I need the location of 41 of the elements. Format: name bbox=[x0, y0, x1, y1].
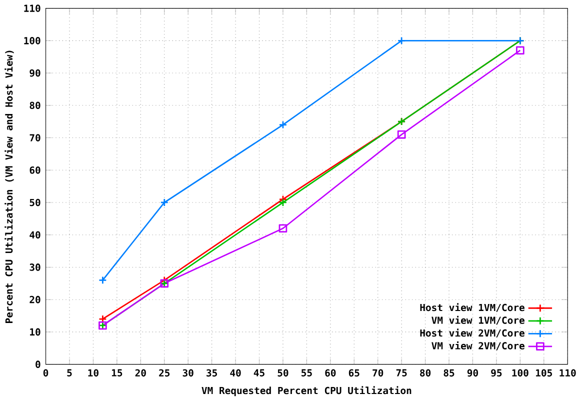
x-tick-label: 110 bbox=[560, 369, 576, 377]
y-tick-label: 30 bbox=[30, 264, 40, 272]
y-tick-label: 80 bbox=[30, 102, 40, 110]
y-tick-label: 70 bbox=[30, 134, 40, 142]
x-tick-label: 85 bbox=[444, 369, 454, 377]
x-tick-label: 10 bbox=[88, 369, 98, 377]
x-tick-label: 75 bbox=[396, 369, 407, 377]
legend-label: VM view 1VM/Core bbox=[432, 316, 524, 325]
x-tick-label: 20 bbox=[135, 369, 146, 377]
y-tick-label: 100 bbox=[24, 37, 40, 44]
x-axis-title: VM Requested Percent CPU Utilization bbox=[202, 386, 412, 396]
x-tick-label: 100 bbox=[512, 369, 528, 377]
x-tick-label: 25 bbox=[159, 369, 170, 377]
x-tick-label: 50 bbox=[278, 369, 288, 377]
x-tick-label: 35 bbox=[206, 369, 217, 377]
legend-label: Host view 2VM/Core bbox=[420, 328, 524, 338]
x-tick-label: 105 bbox=[536, 369, 552, 377]
y-tick-label: 110 bbox=[24, 4, 40, 12]
y-tick-label: 50 bbox=[30, 198, 40, 206]
x-tick-label: 60 bbox=[325, 369, 336, 377]
x-tick-label: 40 bbox=[230, 369, 241, 377]
x-tick-label: 30 bbox=[182, 369, 194, 377]
y-axis-title: Percent CPU Utilization (VM View and Host View) bbox=[4, 50, 14, 324]
x-tick-label: 90 bbox=[467, 369, 478, 377]
x-tick-label: 45 bbox=[254, 369, 264, 377]
x-tick-label: 15 bbox=[112, 369, 122, 377]
x-tick-label: 70 bbox=[372, 369, 384, 377]
legend-label: VM view 2VM/Core bbox=[432, 342, 524, 350]
x-tick-label: 95 bbox=[491, 369, 502, 377]
x-tick-label: 0 bbox=[43, 369, 48, 377]
y-tick-label: 0 bbox=[36, 360, 40, 368]
y-tick-label: 60 bbox=[30, 166, 40, 174]
x-tick-label: 80 bbox=[420, 369, 431, 377]
y-tick-label: 90 bbox=[30, 69, 40, 77]
y-tick-label: 10 bbox=[30, 328, 40, 336]
x-tick-label: 5 bbox=[67, 369, 72, 377]
y-tick-label: 40 bbox=[30, 231, 40, 239]
x-tick-label: 65 bbox=[348, 369, 360, 377]
y-tick-label: 20 bbox=[30, 296, 40, 304]
x-tick-label: 55 bbox=[302, 369, 312, 377]
legend-label: Host view 1VM/Core bbox=[420, 303, 524, 312]
